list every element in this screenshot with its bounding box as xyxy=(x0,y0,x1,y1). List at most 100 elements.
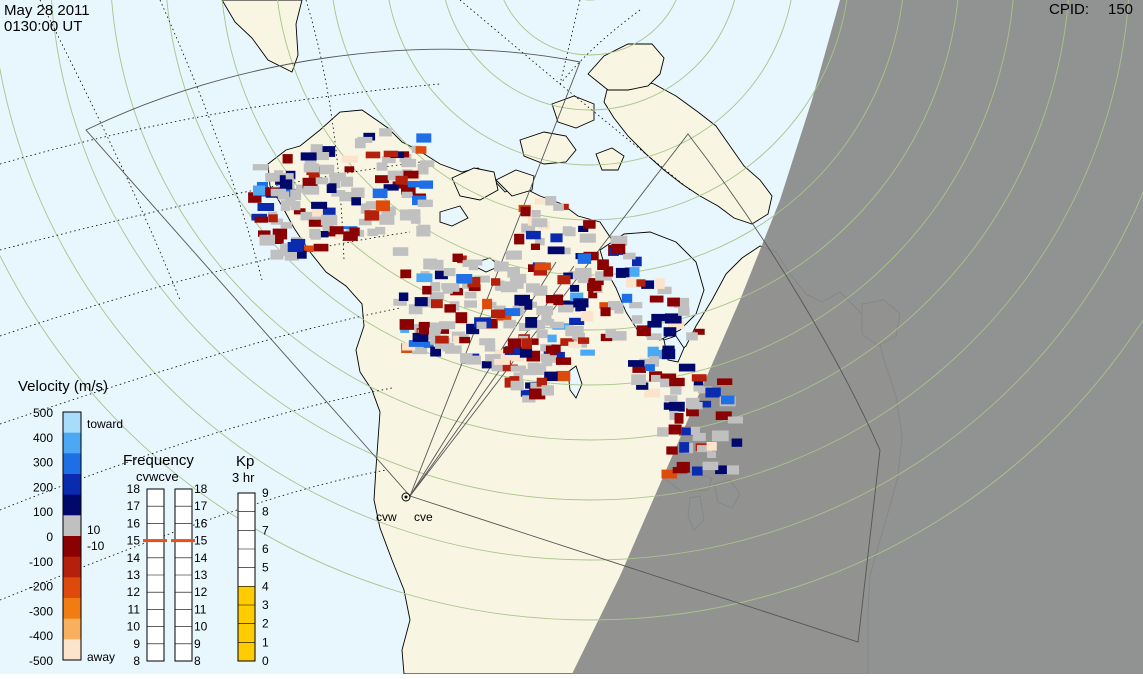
echo-cell-215 xyxy=(518,299,533,310)
echo-cell-15 xyxy=(379,214,395,225)
kp-tick-9: 1 xyxy=(262,635,269,649)
velocity-color-segment-5 xyxy=(63,494,81,516)
echo-cell-140 xyxy=(315,177,329,185)
echo-cell-283 xyxy=(416,273,433,283)
echo-cell-273 xyxy=(418,325,429,335)
frequency-tick-right-1: 18 xyxy=(194,482,208,496)
frequency-tick-right-3: 16 xyxy=(194,516,208,530)
echo-cell-131 xyxy=(383,150,399,158)
echo-cell-181 xyxy=(572,332,585,340)
echo-cell-339 xyxy=(550,233,563,243)
echo-cell-71 xyxy=(282,154,293,164)
echo-cell-112 xyxy=(329,172,346,182)
echo-cell-81 xyxy=(268,214,278,223)
echo-cell-272 xyxy=(392,247,409,256)
echo-cell-381 xyxy=(629,302,643,309)
echo-cell-268 xyxy=(509,376,520,386)
radar-sites: cvw cve xyxy=(376,492,433,524)
kp-tick-10: 0 xyxy=(262,654,269,668)
frequency-tick-left-6: 13 xyxy=(127,568,141,582)
echo-cell-368 xyxy=(681,427,692,435)
echo-cell-416 xyxy=(663,327,677,337)
echo-cell-379 xyxy=(715,411,732,420)
echo-cell-44 xyxy=(304,159,317,168)
echo-cell-248 xyxy=(443,268,456,277)
echo-cell-408 xyxy=(706,442,717,451)
echo-cell-400 xyxy=(557,275,571,285)
echo-cell-130 xyxy=(407,209,421,218)
echo-cell-428 xyxy=(570,292,584,302)
echo-cell-332 xyxy=(644,388,661,398)
echo-cell-291 xyxy=(553,294,563,306)
echo-cell-359 xyxy=(639,358,654,369)
echo-cell-402 xyxy=(692,432,706,441)
velocity-color-segment-4 xyxy=(63,474,81,496)
echo-cell-239 xyxy=(468,284,481,291)
echo-cell-258 xyxy=(555,357,572,365)
echo-cell-82 xyxy=(313,243,329,252)
kp-tick-8: 2 xyxy=(262,617,269,631)
echo-cell-296 xyxy=(431,299,443,309)
echo-cell-231 xyxy=(494,358,510,365)
frequency-tick-right-10: 9 xyxy=(194,637,201,651)
echo-cell-111 xyxy=(257,203,275,211)
echo-cell-128 xyxy=(252,164,269,171)
echo-cell-459 xyxy=(678,363,696,372)
velocity-color-segment-1 xyxy=(63,412,81,434)
echo-cell-109 xyxy=(318,231,329,238)
frequency-tick-left-4: 15 xyxy=(127,534,141,548)
echo-cell-50 xyxy=(300,211,316,221)
echo-cell-229 xyxy=(580,349,595,356)
echo-cell-91 xyxy=(280,179,293,190)
echo-cell-414 xyxy=(649,356,660,367)
echo-cell-167 xyxy=(491,361,506,372)
echo-cell-397 xyxy=(686,332,698,341)
velocity-tick-6: 0 xyxy=(46,530,53,544)
echo-cell-47 xyxy=(248,192,262,203)
echo-cell-106 xyxy=(379,128,392,137)
echo-cell-266 xyxy=(568,341,582,348)
velocity-color-segment-8 xyxy=(63,556,81,578)
velocity-tick-8: -200 xyxy=(29,580,53,594)
echo-cell-251 xyxy=(464,291,477,299)
echo-cell-206 xyxy=(393,298,407,306)
echo-cell-138 xyxy=(265,173,280,182)
latitude-circle-5 xyxy=(332,0,848,221)
velocity-bar-frame xyxy=(62,411,82,661)
echo-cell-304 xyxy=(482,298,493,310)
echo-cell-270 xyxy=(412,332,429,342)
echo-cell-165 xyxy=(569,317,585,325)
echo-cell-171 xyxy=(499,350,512,361)
kp-subtitle: 3 hr xyxy=(232,470,255,485)
frequency-tick-left-7: 12 xyxy=(127,585,141,599)
echo-cell-65 xyxy=(344,166,355,173)
velocity-color-segment-2 xyxy=(63,432,81,454)
echo-cell-256 xyxy=(493,305,506,313)
echo-cell-294 xyxy=(503,346,514,354)
graticule-line-4 xyxy=(0,307,401,425)
echo-cell-119 xyxy=(354,138,366,149)
kp-tick-6: 4 xyxy=(262,579,269,593)
echo-cell-33 xyxy=(339,192,356,202)
kp-panel: Kp 3 hr 9 8 7 6 5 4 3 2 1 0 xyxy=(232,453,269,668)
echo-cell-445 xyxy=(505,250,522,260)
echo-cell-439 xyxy=(636,279,646,287)
echo-cell-279 xyxy=(526,350,541,362)
echo-cell-123 xyxy=(277,191,290,200)
echo-cell-293 xyxy=(398,292,409,301)
echo-cell-193 xyxy=(465,355,481,365)
echo-cell-185 xyxy=(529,388,546,400)
velocity-legend: Velocity (m/s) 500 400 300 200 100 0 -100 -200 -… xyxy=(18,378,123,668)
great-bear-lake xyxy=(439,205,469,227)
frequency-tick-left-3: 16 xyxy=(127,516,141,530)
echo-cell-317 xyxy=(579,233,596,243)
echo-cell-282 xyxy=(504,308,521,317)
echo-cell-41 xyxy=(280,200,290,211)
echo-cell-392 xyxy=(615,267,630,278)
echo-cell-301 xyxy=(541,385,554,396)
graticule-line-7 xyxy=(305,0,345,261)
echo-cell-395 xyxy=(520,206,531,217)
velocity-tick-7: -100 xyxy=(29,555,53,569)
kp-tick-4: 6 xyxy=(262,542,269,556)
